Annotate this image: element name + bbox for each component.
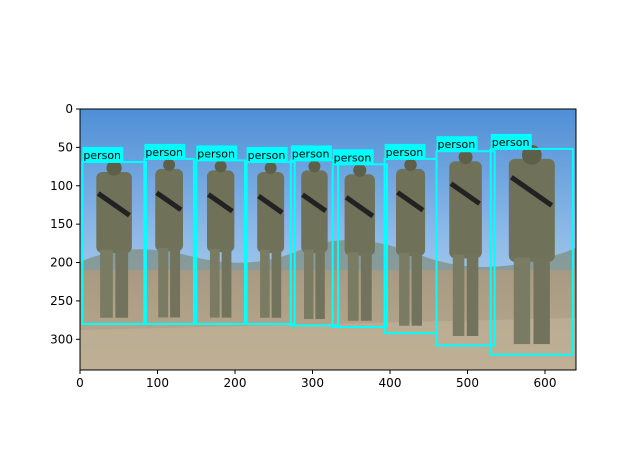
soldier-figure <box>155 158 184 318</box>
y-tick-label: 100 <box>50 179 73 193</box>
soldier-figure <box>449 150 482 337</box>
detection-label-bg <box>490 133 532 149</box>
detection-label-bg <box>436 136 478 152</box>
y-tick-label: 150 <box>50 217 73 231</box>
detection-label-bg <box>144 143 186 159</box>
y-tick-label: 200 <box>50 256 73 270</box>
plot-frame <box>79 108 577 371</box>
x-tick-label: 400 <box>379 376 402 390</box>
detection-label: person <box>83 149 121 162</box>
detection-label: person <box>292 147 330 160</box>
x-tick-label: 300 <box>301 376 324 390</box>
detection-label: person <box>334 151 372 164</box>
detection-layer: person person person person person person pers… <box>81 133 574 356</box>
x-tick-label: 500 <box>456 376 479 390</box>
y-tick-label: 0 <box>65 102 73 116</box>
detection-label-bg <box>196 145 238 161</box>
x-tick-label: 600 <box>534 376 557 390</box>
x-tick-label: 0 <box>76 376 84 390</box>
detection-label: person <box>438 138 476 151</box>
soldier-figure <box>96 160 132 318</box>
detection-label-bg <box>384 143 426 159</box>
detection-label-bg <box>290 145 332 161</box>
y-axis: 0 50 100 150 200 250 300 <box>50 102 80 346</box>
soldier-figure <box>508 145 555 345</box>
x-axis: 0 100 200 300 400 500 600 <box>76 370 556 390</box>
soldier-figure <box>344 163 375 321</box>
detection-label-bg <box>332 149 374 165</box>
y-tick-label: 50 <box>58 140 73 154</box>
y-tick-label: 250 <box>50 294 73 308</box>
x-tick-label: 100 <box>146 376 169 390</box>
detection-label: person <box>145 146 183 159</box>
detection-label-bg <box>246 146 288 162</box>
detection-label: person <box>492 136 530 149</box>
soldier-figure <box>301 160 328 319</box>
detection-box <box>489 147 574 356</box>
x-tick-label: 200 <box>224 376 247 390</box>
soldier-figure <box>257 161 285 318</box>
detection-label: person <box>197 147 235 160</box>
detection-label: person <box>386 146 424 159</box>
detection-label-bg <box>82 146 124 162</box>
detection-label: person <box>248 149 286 162</box>
soldier-figure <box>395 158 426 326</box>
y-tick-label: 300 <box>50 332 73 346</box>
soldier-figure <box>206 160 235 318</box>
